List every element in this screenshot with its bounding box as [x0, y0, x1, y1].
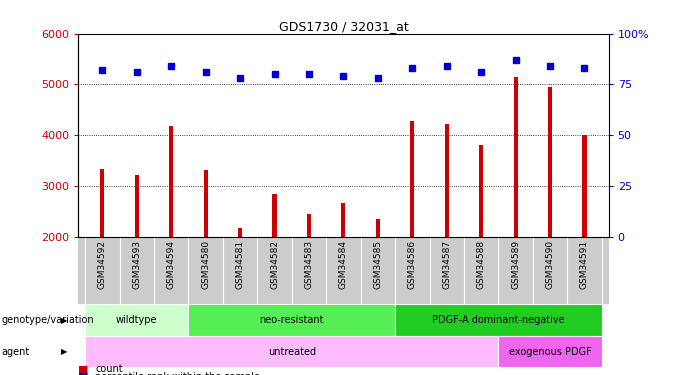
Text: GSM34587: GSM34587 [442, 240, 452, 289]
Text: ■: ■ [78, 364, 92, 374]
Text: agent: agent [1, 347, 30, 357]
Text: count: count [95, 364, 123, 374]
Text: GSM34580: GSM34580 [201, 240, 210, 289]
Title: GDS1730 / 32031_at: GDS1730 / 32031_at [279, 20, 408, 33]
Text: GSM34583: GSM34583 [305, 240, 313, 289]
Bar [135, 175, 139, 237]
Text: genotype/variation: genotype/variation [1, 315, 94, 325]
Bar [169, 126, 173, 237]
Text: ■: ■ [78, 372, 92, 375]
Bar [513, 77, 517, 237]
Text: GSM34594: GSM34594 [167, 240, 175, 289]
Text: untreated: untreated [268, 347, 316, 357]
Bar [376, 219, 380, 237]
Text: GSM34589: GSM34589 [511, 240, 520, 289]
Text: wildtype: wildtype [116, 315, 158, 325]
Text: exogenous PDGF: exogenous PDGF [509, 347, 592, 357]
Bar [238, 228, 242, 237]
Bar [85, 304, 188, 336]
Bar [445, 123, 449, 237]
Bar [273, 194, 277, 237]
Bar [395, 304, 602, 336]
Text: percentile rank within the sample: percentile rank within the sample [95, 372, 260, 375]
Text: GSM34585: GSM34585 [373, 240, 382, 289]
Bar [188, 304, 395, 336]
Bar [307, 214, 311, 237]
Text: GSM34590: GSM34590 [545, 240, 555, 289]
Text: ▶: ▶ [61, 347, 68, 356]
Text: GSM34582: GSM34582 [270, 240, 279, 289]
Text: GSM34591: GSM34591 [580, 240, 589, 289]
Text: GSM34592: GSM34592 [98, 240, 107, 289]
Text: GSM34588: GSM34588 [477, 240, 486, 289]
Bar [583, 135, 587, 237]
Text: ▶: ▶ [61, 316, 68, 325]
Text: GSM34584: GSM34584 [339, 240, 348, 289]
Bar [85, 336, 498, 368]
Bar [548, 87, 552, 237]
Bar [203, 170, 207, 237]
Text: neo-resistant: neo-resistant [260, 315, 324, 325]
Text: GSM34586: GSM34586 [408, 240, 417, 289]
Text: PDGF-A dominant-negative: PDGF-A dominant-negative [432, 315, 564, 325]
Bar [410, 120, 414, 237]
Text: GSM34593: GSM34593 [132, 240, 141, 289]
Text: GSM34581: GSM34581 [235, 240, 245, 289]
Bar [498, 336, 602, 368]
Bar [341, 203, 345, 237]
Bar [479, 146, 483, 237]
Bar [100, 169, 104, 237]
